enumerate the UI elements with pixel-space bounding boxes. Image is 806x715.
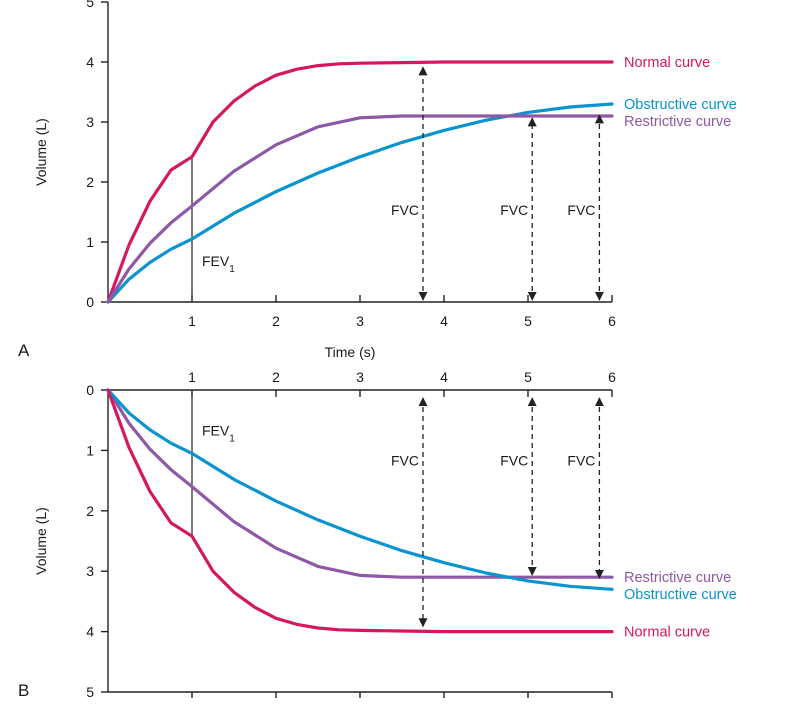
panel-a-y-axis-title: Volume (L) xyxy=(33,118,49,186)
panel-b-restrictive-curve-label: Restrictive curve xyxy=(624,570,731,586)
panel-a-x-tick-label: 5 xyxy=(524,313,532,329)
panel-a-panel-letter: A xyxy=(18,341,30,360)
panel-b-normal-curve-line xyxy=(106,388,614,634)
panel-a-x-tick-label: 4 xyxy=(440,313,448,329)
panel-b-y-tick-label: 1 xyxy=(86,442,94,458)
panel-b-obstructive-curve-line xyxy=(106,388,614,591)
panel-a-x-tick-label: 3 xyxy=(356,313,364,329)
panel-a-normal-curve-line xyxy=(106,60,614,304)
panel-a-y-tick-label: 1 xyxy=(86,234,94,250)
panel-b-y-tick-label: 5 xyxy=(86,684,94,700)
panel-b-x-tick-label: 6 xyxy=(608,369,616,385)
panel-a-fev1-label: FEV1 xyxy=(202,253,235,275)
panel-b-panel-letter: B xyxy=(18,681,29,700)
panel-a-x-tick-label: 6 xyxy=(608,313,616,329)
panel-a-normal-curve-label: Normal curve xyxy=(624,55,710,71)
panel-b-x-tick-label: 1 xyxy=(188,369,196,385)
panel-b-x-tick-label: 3 xyxy=(356,369,364,385)
panel-b-x-tick-label: 4 xyxy=(440,369,448,385)
panel-a-y-tick-label: 5 xyxy=(86,0,94,10)
panel-b-fvc-label: FVC xyxy=(500,453,528,469)
panel-b-y-tick-label: 4 xyxy=(86,624,94,640)
panel-b-restrictive-curve-line xyxy=(106,388,614,579)
panel-b-x-tick-label: 2 xyxy=(272,369,280,385)
panel-b-x-tick-label: 5 xyxy=(524,369,532,385)
panel-a-x-tick-label: 2 xyxy=(272,313,280,329)
panel-b-y-tick-label: 3 xyxy=(86,563,94,579)
panel-a-y-tick-label: 0 xyxy=(86,294,94,310)
panel-a-volume-time-chart: 0 1 2 3 4 5 1 2 3 4 5 6 Time (s) Volume (L) A FEV1 FVC FV… xyxy=(18,0,737,360)
panel-b-obstructive-curve-label: Obstructive curve xyxy=(624,587,737,603)
panel-a-fvc-label: FVC xyxy=(500,202,528,218)
panel-a-restrictive-curve-label: Restrictive curve xyxy=(624,114,731,130)
panel-a-restrictive-curve-line xyxy=(106,114,614,304)
panel-a-y-tick-label: 4 xyxy=(86,54,94,70)
panel-a-obstructive-curve-line xyxy=(106,102,614,304)
panel-a-fvc-label: FVC xyxy=(567,202,595,218)
panel-b-fev1-label: FEV1 xyxy=(202,422,235,444)
panel-b-y-tick-label: 0 xyxy=(86,382,94,398)
panel-a-y-tick-label: 3 xyxy=(86,114,94,130)
panel-b-normal-curve-label: Normal curve xyxy=(624,625,710,641)
panel-a-fvc-label: FVC xyxy=(391,202,419,218)
panel-b-inverted-volume-time-chart: 0 1 2 3 4 5 1 2 3 4 5 6 Volume (L) B FEV1 FVC FVC FVC Rest… xyxy=(18,369,737,700)
panel-b-fvc-label: FVC xyxy=(391,453,419,469)
panel-b-fvc-label: FVC xyxy=(567,453,595,469)
panel-b-y-tick-label: 2 xyxy=(86,503,94,519)
panel-a-x-axis-title: Time (s) xyxy=(325,344,376,360)
panel-a-y-tick-label: 2 xyxy=(86,174,94,190)
panel-a-obstructive-curve-label: Obstructive curve xyxy=(624,97,737,113)
panel-a-x-tick-label: 1 xyxy=(188,313,196,329)
panel-b-y-axis-title: Volume (L) xyxy=(33,507,49,575)
